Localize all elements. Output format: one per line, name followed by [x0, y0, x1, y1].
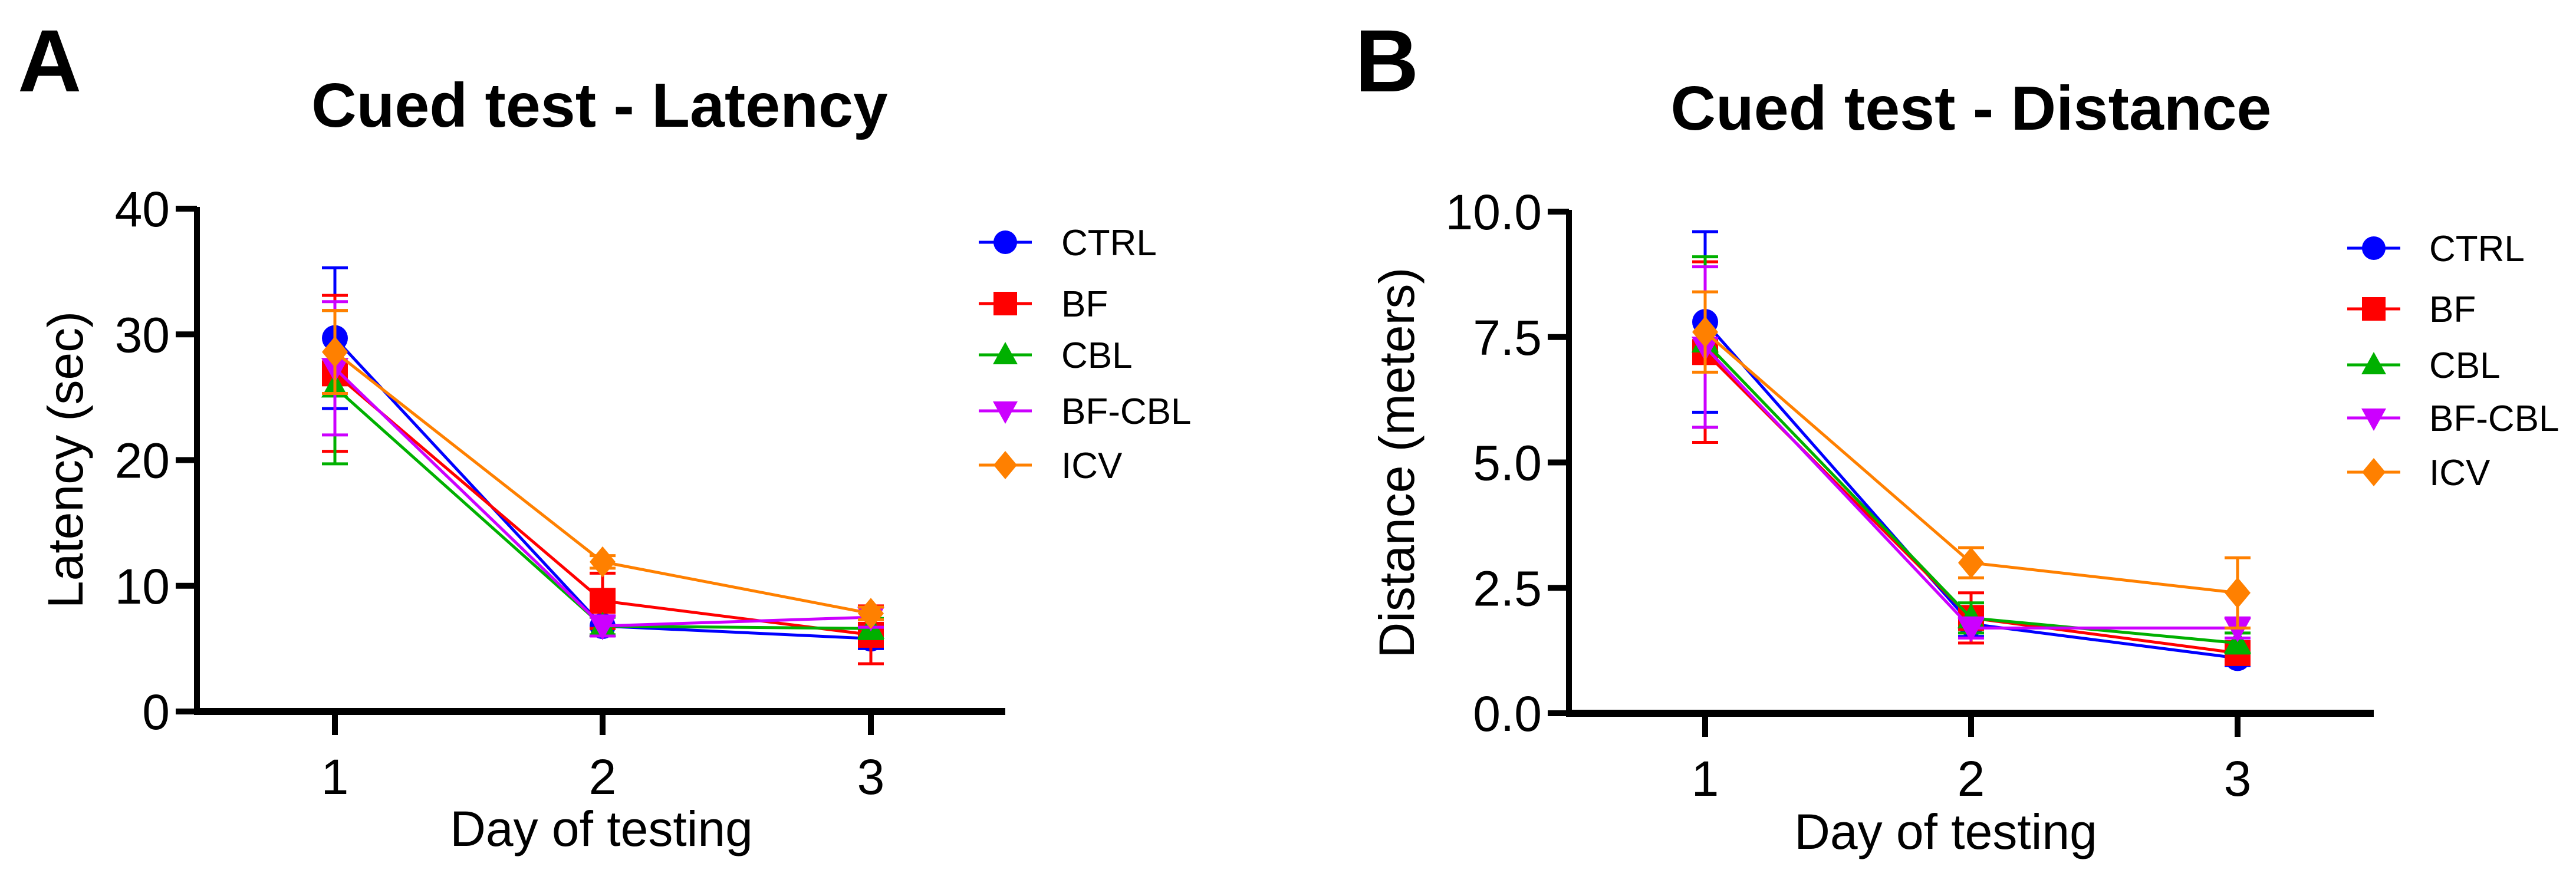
legend-item: CBL [2347, 345, 2501, 386]
panel-letter: A [18, 11, 81, 110]
chart-title: Cued test - Distance [1670, 74, 2271, 143]
legend-item: BF-CBL [979, 391, 1191, 432]
y-tick-label: 20 [115, 433, 170, 489]
x-axis-label: Day of testing [1794, 804, 2097, 859]
y-tick-label: 10 [115, 559, 170, 614]
x-tick-label: 3 [2224, 751, 2252, 806]
x-axis-label: Day of testing [450, 801, 753, 856]
panel-letter: B [1355, 11, 1419, 110]
y-tick-label: 7.5 [1473, 310, 1542, 365]
chart-title: Cued test - Latency [311, 71, 888, 140]
series-icv [1692, 290, 2251, 630]
data-point [1692, 316, 1718, 348]
panel-a: A Cued test - Latency Latency (sec) Day … [18, 11, 1191, 856]
legend-label: BF-CBL [1061, 391, 1191, 432]
legend-marker [2361, 352, 2386, 374]
series-icv [322, 309, 884, 630]
data-point [590, 588, 616, 614]
legend-label: ICV [1061, 446, 1123, 486]
y-tick-label: 2.5 [1473, 561, 1542, 616]
panel-b: B Cued test - Distance Distance (meters)… [1355, 11, 2559, 859]
legend-marker [993, 342, 1018, 364]
data-point [858, 598, 884, 630]
y-tick-label: 10.0 [1446, 185, 1542, 240]
y-tick-label: 40 [115, 182, 170, 237]
y-tick-label: 0 [142, 684, 170, 740]
legend-marker [2362, 297, 2386, 321]
legend-label: CTRL [2429, 229, 2525, 269]
legend-label: BF-CBL [2429, 398, 2559, 439]
y-tick-label: 30 [115, 307, 170, 363]
legend-marker [993, 451, 1017, 479]
legend-item: BF [979, 284, 1108, 325]
x-tick-label: 1 [321, 749, 349, 805]
legend-label: CTRL [1061, 223, 1157, 263]
legend-label: CBL [2429, 345, 2501, 386]
legend-label: BF [1061, 284, 1108, 325]
legend-label: CBL [1061, 335, 1133, 376]
legend-item: ICV [979, 446, 1123, 486]
legend-marker [993, 292, 1017, 315]
legend-label: ICV [2429, 453, 2491, 493]
legend-label: BF [2429, 289, 2476, 330]
x-tick-label: 1 [1692, 751, 1719, 806]
x-tick-label: 3 [857, 749, 885, 805]
legend-marker [2361, 409, 2386, 431]
y-tick-label: 5.0 [1473, 436, 1542, 491]
data-point [1957, 617, 1985, 643]
data-point [2223, 617, 2252, 643]
legend-marker [993, 401, 1018, 424]
series-bf [322, 294, 884, 666]
x-tick-label: 2 [589, 749, 617, 805]
data-point [322, 336, 348, 368]
legend-item: BF [2347, 289, 2476, 330]
legend-item: CBL [979, 335, 1133, 376]
legend-marker [2362, 236, 2386, 260]
series-line [1704, 346, 2238, 630]
legend-marker [993, 230, 1017, 254]
y-axis-label: Distance (meters) [1369, 268, 1424, 658]
legend-marker [2362, 458, 2386, 486]
y-axis-label: Latency (sec) [38, 311, 93, 608]
data-point [1958, 547, 1984, 579]
data-point [2225, 577, 2251, 609]
legend-item: CTRL [979, 223, 1157, 263]
legend-item: BF-CBL [2347, 398, 2559, 439]
data-point [588, 615, 617, 641]
legend-item: ICV [2347, 453, 2491, 493]
data-point [590, 546, 616, 578]
legend-item: CTRL [2347, 229, 2525, 269]
x-tick-label: 2 [1958, 751, 1985, 806]
y-tick-label: 0.0 [1473, 686, 1542, 742]
